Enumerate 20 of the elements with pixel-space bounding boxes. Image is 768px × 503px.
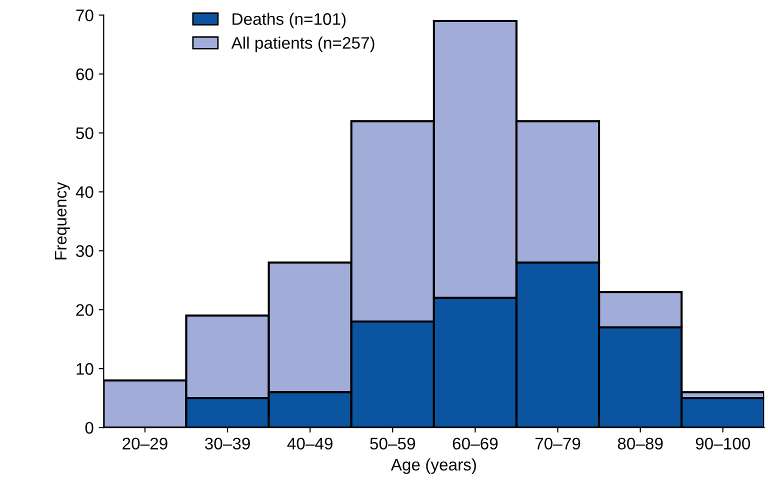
x-tick-label: 90–100 <box>696 438 750 450</box>
y-axis-title: Frequency <box>54 182 70 260</box>
y-tick-label: 50 <box>76 127 94 140</box>
x-tick-label: 60–69 <box>452 438 498 450</box>
y-tick-label: 40 <box>76 186 94 198</box>
x-tick-label: 70–79 <box>535 438 580 450</box>
y-tick-label: 20 <box>76 304 94 316</box>
x-tick-label: 80–89 <box>618 438 663 450</box>
x-axis-title: Age (years) <box>390 458 476 474</box>
legend-label: Deaths (n=101) <box>232 12 346 28</box>
x-tick-label: 20–29 <box>122 438 168 450</box>
x-tick-label: 50–59 <box>370 438 416 450</box>
y-tick-label: 30 <box>76 245 94 257</box>
y-tick-label: 70 <box>76 9 94 22</box>
legend-label: All patients (n=257) <box>231 36 374 52</box>
y-tick-label: 60 <box>76 68 94 80</box>
x-tick-label: 40–49 <box>287 438 332 450</box>
y-tick-label: 0 <box>85 422 94 434</box>
x-tick-label: 30–39 <box>204 438 250 450</box>
y-tick-label: 10 <box>76 363 94 375</box>
